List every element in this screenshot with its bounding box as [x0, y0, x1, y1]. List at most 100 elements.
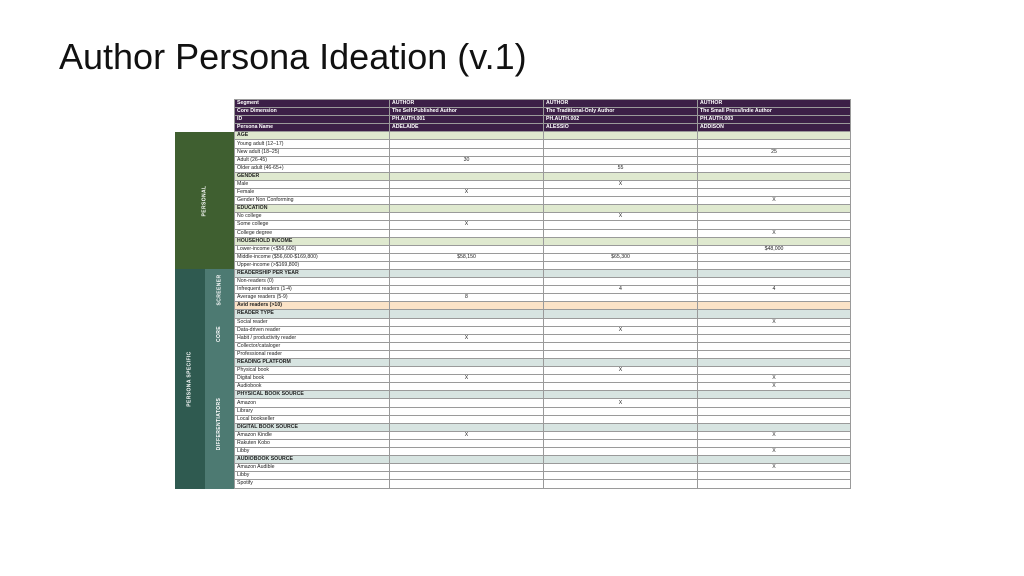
group-label-differentiators: DIFFERENTIATORS [216, 397, 223, 450]
header-value: The Self-Published Author [389, 107, 544, 117]
cell-value [543, 131, 698, 141]
table-row-non-readers-0: Non-readers (0) [234, 277, 851, 287]
group-label-personal: PERSONAL [201, 185, 208, 216]
table-row-social-reader: Social reader X [234, 317, 851, 327]
cell-value [389, 260, 544, 270]
cell-value [697, 366, 851, 376]
cell-value [389, 398, 544, 408]
header-row-core-dimension: Core Dimension The Self-Published Author T… [234, 107, 851, 117]
cell-value [543, 357, 698, 368]
cell-value [543, 341, 698, 351]
cell-value [697, 309, 851, 319]
row-label: Gender Non Conforming [234, 196, 390, 206]
table-row-libby: Libby X [234, 447, 851, 457]
cell-value [543, 463, 698, 473]
cell-value [697, 349, 851, 360]
row-label: Older adult (46-65+) [234, 163, 390, 173]
cell-value [697, 438, 851, 449]
row-label: College degree [234, 228, 390, 238]
row-label: Non-readers (0) [234, 277, 390, 287]
cell-value [389, 285, 544, 295]
cell-value: X [697, 447, 851, 457]
cell-value: X [389, 220, 544, 230]
section-label: DIGITAL BOOK SOURCE [234, 422, 390, 432]
cell-value [697, 139, 851, 149]
cell-value [389, 228, 544, 238]
row-label: Female [234, 188, 390, 198]
cell-value [389, 131, 544, 141]
cell-value: X [389, 188, 544, 198]
cell-value [389, 463, 544, 473]
cell-value [697, 212, 851, 222]
cell-value [697, 131, 851, 141]
cell-value [543, 414, 698, 424]
header-label: Persona Name [234, 123, 390, 133]
group-band-core: CORE [205, 310, 234, 359]
row-label: Libby [234, 447, 390, 457]
section-label: READERSHIP PER YEAR [234, 268, 390, 279]
cell-value: 30 [389, 155, 544, 165]
group-band-personal: PERSONAL [175, 132, 234, 269]
cell-value: X [543, 325, 698, 335]
cell-value [697, 268, 851, 279]
section-row-gender: GENDER [234, 171, 851, 181]
cell-value [543, 430, 698, 440]
cell-value [697, 204, 851, 214]
cell-value [543, 438, 698, 449]
header-value: ALESSIO [543, 123, 698, 133]
header-label: Core Dimension [234, 107, 390, 117]
section-label: GENDER [234, 171, 390, 181]
row-label: No college [234, 212, 390, 222]
cell-value: X [543, 212, 698, 222]
group-label-persona-specific: PERSONA SPECIFIC [187, 351, 194, 407]
cell-value: X [697, 463, 851, 473]
header-label: ID [234, 115, 390, 125]
table-row-middle-income-56-600-169-800: Middle-income ($56,600-$169,800) $58,150 $… [234, 252, 851, 262]
section-row-physical-book-source: PHYSICAL BOOK SOURCE [234, 390, 851, 400]
cell-value: 8 [389, 293, 544, 303]
table-row-average-readers-5-9: Average readers (5-9) 8 [234, 293, 851, 303]
section-row-household-income: HOUSEHOLD INCOME [234, 236, 851, 246]
cell-value [389, 325, 544, 335]
section-label: AUDIOBOOK SOURCE [234, 455, 390, 465]
table-row-data-driven-reader: Data-driven reader X [234, 325, 851, 335]
cell-value [697, 163, 851, 173]
row-label: Audiobook [234, 382, 390, 392]
cell-value [697, 171, 851, 181]
cell-value [697, 341, 851, 351]
row-label: New adult (18–25) [234, 147, 390, 157]
cell-value [697, 479, 851, 489]
cell-value [543, 374, 698, 384]
cell-value [697, 471, 851, 481]
cell-value [697, 155, 851, 165]
row-label: Lower-income (<$56,600) [234, 244, 390, 254]
cell-value [389, 317, 544, 327]
cell-value [697, 179, 851, 190]
section-row-age: AGE [234, 131, 851, 141]
cell-value [543, 268, 698, 279]
header-value: AUTHOR [543, 98, 698, 109]
cell-value [697, 422, 851, 432]
section-row-audiobook-source: AUDIOBOOK SOURCE [234, 455, 851, 465]
row-label: Data-driven reader [234, 325, 390, 335]
cell-value: 55 [543, 163, 698, 173]
page-title: Author Persona Ideation (v.1) [59, 36, 527, 77]
header-value: The Small Press/Indie Author [697, 107, 851, 117]
row-label: Libby [234, 471, 390, 481]
section-row-education: EDUCATION [234, 204, 851, 214]
row-label: Collector/cataloger [234, 341, 390, 351]
cell-value [543, 220, 698, 230]
cell-value: X [389, 333, 544, 343]
cell-value [389, 349, 544, 360]
cell-value [697, 455, 851, 465]
cell-value [389, 212, 544, 222]
header-row-id: ID PH.AUTH.001 PH.AUTH.002 PH.AUTH.003 [234, 115, 851, 125]
table-row-amazon: Amazon X [234, 398, 851, 408]
cell-value [697, 188, 851, 198]
cell-value [543, 277, 698, 287]
cell-value [697, 220, 851, 230]
header-row-persona-name: Persona Name ADELAIDE ALESSIO ADDISON [234, 123, 851, 133]
table-row-spotify: Spotify [234, 479, 851, 489]
section-row-reader-type: READER TYPE [234, 309, 851, 319]
cell-value [543, 293, 698, 303]
